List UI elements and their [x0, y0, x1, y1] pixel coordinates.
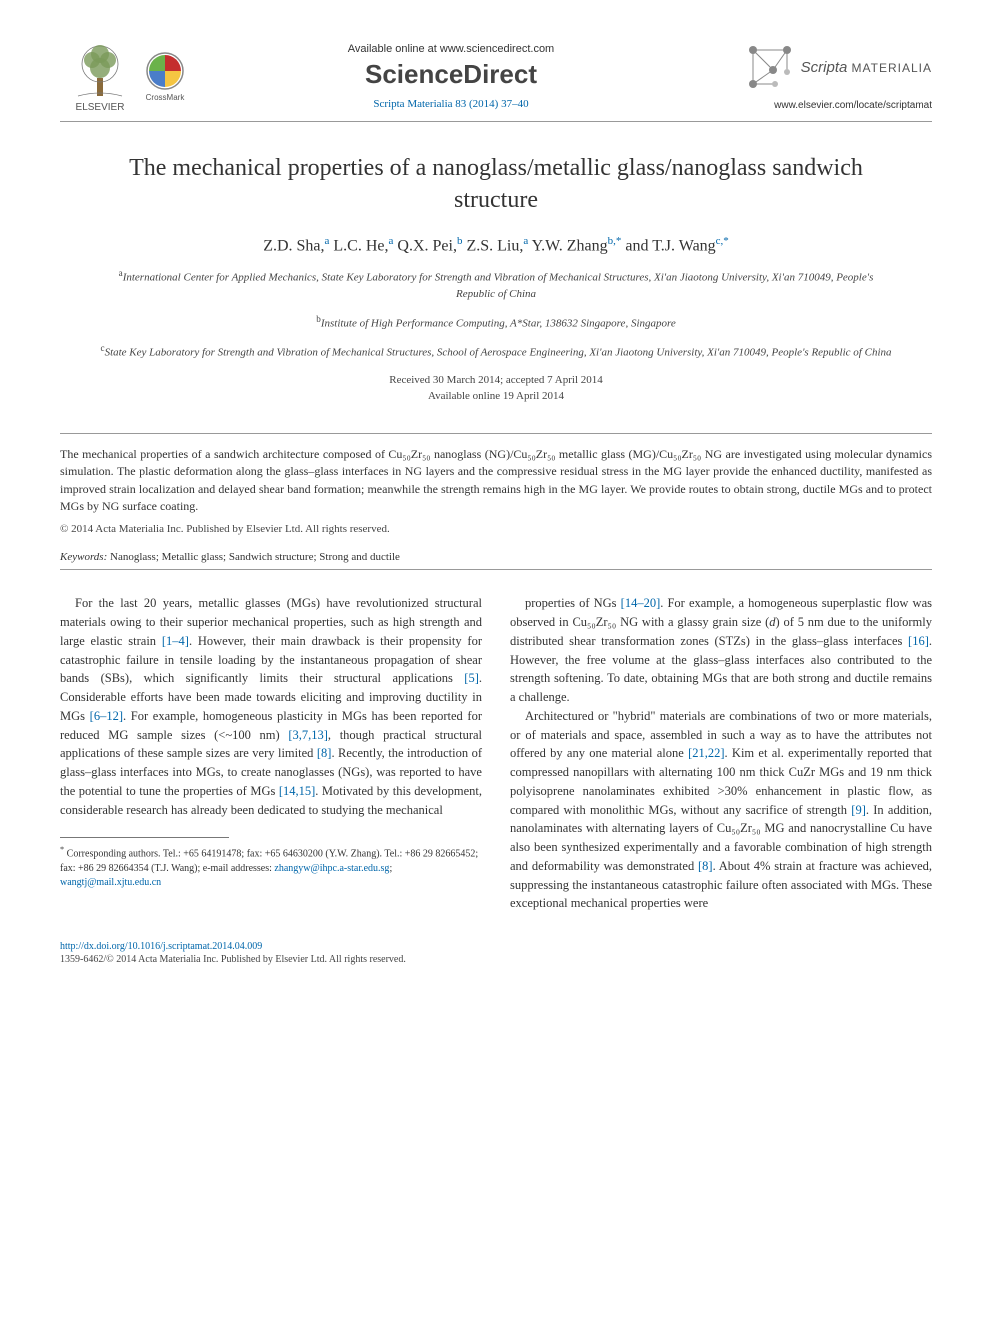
journal-url[interactable]: www.elsevier.com/locate/scriptamat: [774, 100, 932, 111]
journal-name-caps: MATERIALIA: [852, 61, 932, 75]
elsevier-tree-icon: [70, 40, 130, 100]
body-para-1: For the last 20 years, metallic glasses …: [60, 594, 482, 819]
issn-copyright-line: 1359-6462/© 2014 Acta Materialia Inc. Pu…: [60, 954, 932, 965]
available-online-text: Available online at www.sciencedirect.co…: [210, 43, 692, 55]
body-para-2: properties of NGs [14–20]. For example, …: [510, 594, 932, 707]
body-columns: For the last 20 years, metallic glasses …: [60, 594, 932, 913]
article-title: The mechanical properties of a nanoglass…: [90, 152, 902, 217]
journal-name: Scripta MATERIALIA: [801, 59, 932, 76]
affiliation-b: bInstitute of High Performance Computing…: [100, 313, 892, 333]
crossmark-icon: [145, 51, 185, 91]
publisher-header: ELSEVIER CrossMark Available online at w…: [60, 40, 932, 113]
footnote-text: Corresponding authors. Tel.: +65 6419147…: [60, 849, 478, 874]
affiliation-c: cState Key Laboratory for Strength and V…: [100, 342, 892, 362]
journal-block: Scripta MATERIALIA www.elsevier.com/loca…: [712, 42, 932, 111]
keywords-line: Keywords: Nanoglass; Metallic glass; San…: [60, 551, 932, 563]
crossmark-label: CrossMark: [146, 93, 185, 102]
elsevier-label: ELSEVIER: [76, 102, 125, 113]
doi-link[interactable]: http://dx.doi.org/10.1016/j.scriptamat.2…: [60, 941, 932, 952]
elsevier-logo-block: ELSEVIER: [60, 40, 140, 113]
footer-block: http://dx.doi.org/10.1016/j.scriptamat.2…: [60, 941, 932, 965]
header-rule: [60, 121, 932, 122]
journal-name-italic: Scripta: [801, 59, 848, 76]
abstract-top-rule: [60, 433, 932, 434]
received-accepted-date: Received 30 March 2014; accepted 7 April…: [389, 374, 603, 386]
body-para-3: Architectured or "hybrid" materials are …: [510, 707, 932, 913]
abstract-text: The mechanical properties of a sandwich …: [60, 446, 932, 516]
header-center: Available online at www.sciencedirect.co…: [190, 43, 712, 110]
footnote-sep: ;: [389, 863, 392, 874]
sciencedirect-logo: ScienceDirect: [210, 59, 692, 90]
keywords-rule: [60, 569, 932, 570]
available-online-date: Available online 19 April 2014: [428, 390, 564, 402]
crossmark-block[interactable]: CrossMark: [140, 51, 190, 102]
corresponding-footnote: * Corresponding authors. Tel.: +65 64191…: [60, 844, 482, 889]
keywords-text: Nanoglass; Metallic glass; Sandwich stru…: [107, 551, 400, 563]
copyright-line: © 2014 Acta Materialia Inc. Published by…: [60, 523, 932, 535]
scripta-lattice-icon: [745, 42, 795, 92]
footnote-email-1[interactable]: zhangyw@ihpc.a-star.edu.sg: [274, 863, 389, 874]
citation-line[interactable]: Scripta Materialia 83 (2014) 37–40: [210, 98, 692, 110]
footnote-email-2[interactable]: wangtj@mail.xjtu.edu.cn: [60, 877, 161, 888]
footnote-rule: [60, 837, 229, 838]
author-list: Z.D. Sha,a L.C. He,a Q.X. Pei,b Z.S. Liu…: [60, 235, 932, 255]
affiliation-a: aInternational Center for Applied Mechan…: [100, 267, 892, 303]
article-dates: Received 30 March 2014; accepted 7 April…: [60, 372, 932, 405]
footnote-marker: *: [60, 845, 64, 854]
keywords-label: Keywords:: [60, 551, 107, 563]
